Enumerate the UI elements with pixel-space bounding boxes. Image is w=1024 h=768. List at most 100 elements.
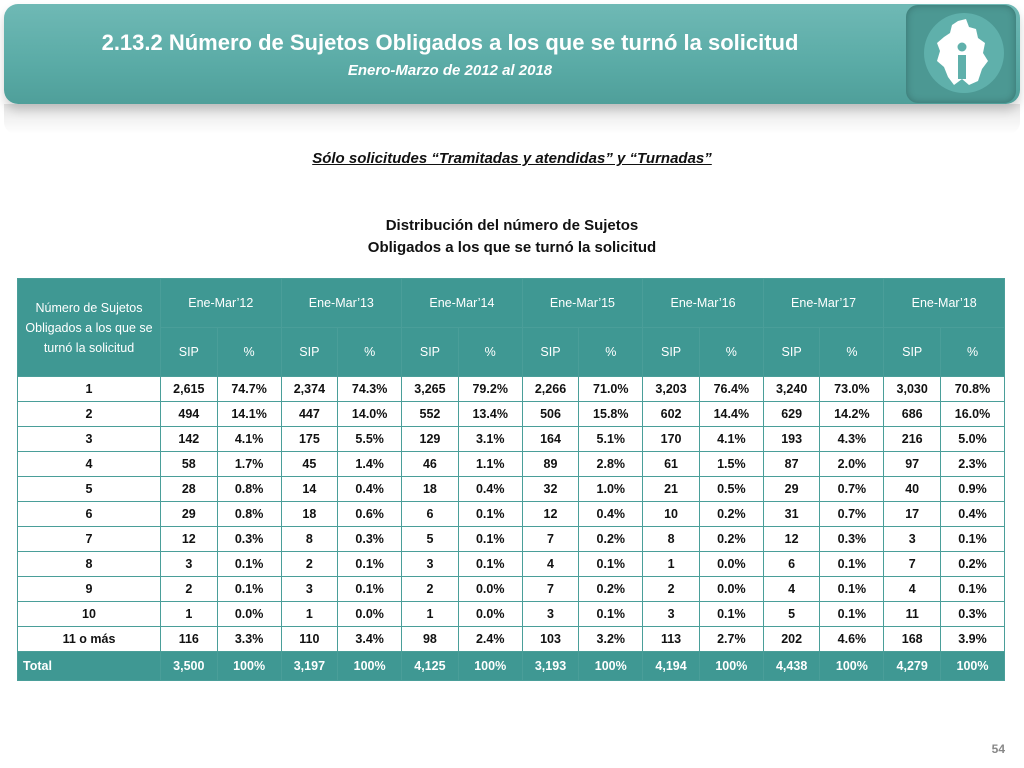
percent-cell: 2.8% (578, 451, 644, 477)
sip-count-cell: 2 (160, 576, 218, 602)
percent-cell: 79.2% (457, 376, 523, 402)
sip-count-cell: 7 (521, 526, 580, 552)
sip-count-cell: 3 (883, 526, 941, 552)
total-percent-cell: 100% (457, 651, 523, 681)
sip-subheader: SIP (762, 327, 821, 377)
row-label: 2 (17, 401, 161, 427)
sip-count-cell: 2 (642, 576, 700, 602)
sip-subheader: SIP (642, 327, 700, 377)
row-label: 7 (17, 526, 161, 552)
sip-count-cell: 175 (280, 426, 339, 452)
sip-subheader: SIP (883, 327, 941, 377)
percent-cell: 15.8% (578, 401, 644, 427)
percent-cell: 1.5% (698, 451, 764, 477)
sip-count-cell: 447 (280, 401, 339, 427)
total-sip-cell: 3,197 (280, 651, 339, 681)
sip-count-cell: 4 (883, 576, 941, 602)
percent-subheader: % (940, 327, 1005, 377)
sip-subheader: SIP (521, 327, 580, 377)
percent-cell: 1.7% (216, 451, 282, 477)
sip-subheader: SIP (401, 327, 459, 377)
table-row: 7 12 0.3% 8 0.3% 5 0.1% 7 0.2% 8 0.2% 12 0.3% 3 0.1% (17, 526, 1005, 552)
sip-count-cell: 46 (401, 451, 459, 477)
sip-count-cell: 6 (762, 551, 821, 577)
percent-cell: 1.0% (578, 476, 644, 502)
total-percent-cell: 100% (940, 651, 1005, 681)
percent-cell: 3.3% (216, 626, 282, 652)
percent-cell: 0.0% (337, 601, 403, 627)
table-row: 1 2,615 74.7% 2,374 74.3% 3,265 79.2% 2,266 71.0… (17, 376, 1005, 402)
caption-line-1: Distribución del número de Sujetos (385, 217, 639, 234)
total-row: Total 3,500 100% 3,197 100% 4,125 100% 3,193 100… (17, 651, 1005, 681)
percent-cell: 5.5% (337, 426, 403, 452)
sip-count-cell: 97 (883, 451, 941, 477)
percent-cell: 0.6% (337, 501, 403, 527)
percent-subheader: % (457, 327, 523, 377)
sip-count-cell: 29 (160, 501, 218, 527)
percent-cell: 0.0% (698, 551, 764, 577)
percent-cell: 0.2% (698, 501, 764, 527)
percent-cell: 13.4% (457, 401, 523, 427)
sip-count-cell: 28 (160, 476, 218, 502)
percent-cell: 14.1% (216, 401, 282, 427)
sip-count-cell: 98 (401, 626, 459, 652)
sip-count-cell: 5 (762, 601, 821, 627)
percent-cell: 5.0% (940, 426, 1005, 452)
period-header: Ene-Mar’13 (280, 278, 403, 328)
percent-cell: 5.1% (578, 426, 644, 452)
sip-count-cell: 29 (762, 476, 821, 502)
percent-cell: 0.2% (578, 526, 644, 552)
sip-count-cell: 21 (642, 476, 700, 502)
percent-cell: 0.1% (457, 501, 523, 527)
percent-cell: 0.7% (819, 501, 885, 527)
sip-count-cell: 1 (280, 601, 339, 627)
sip-count-cell: 3,265 (401, 376, 459, 402)
percent-cell: 74.7% (216, 376, 282, 402)
sip-count-cell: 40 (883, 476, 941, 502)
period-header: Ene-Mar’15 (521, 278, 644, 328)
page-number: 54 (991, 742, 1005, 756)
total-sip-cell: 4,125 (401, 651, 459, 681)
percent-cell: 0.1% (457, 526, 523, 552)
sip-subheader: SIP (160, 327, 218, 377)
percent-cell: 0.1% (940, 576, 1005, 602)
sip-count-cell: 193 (762, 426, 821, 452)
percent-cell: 14.2% (819, 401, 885, 427)
filter-note: Sólo solicitudes “Tramitadas y atendidas… (312, 150, 712, 167)
sip-count-cell: 629 (762, 401, 821, 427)
sip-count-cell: 216 (883, 426, 941, 452)
percent-cell: 4.1% (698, 426, 764, 452)
row-label: 1 (17, 376, 161, 402)
row-label: 4 (17, 451, 161, 477)
sip-count-cell: 1 (642, 551, 700, 577)
sip-count-cell: 2,615 (160, 376, 218, 402)
percent-subheader: % (578, 327, 644, 377)
sip-count-cell: 18 (280, 501, 339, 527)
sip-count-cell: 494 (160, 401, 218, 427)
total-sip-cell: 3,193 (521, 651, 580, 681)
percent-cell: 0.0% (457, 601, 523, 627)
sip-count-cell: 61 (642, 451, 700, 477)
table-row: 11 o más 116 3.3% 110 3.4% 98 2.4% 103 3.2% 113 2.… (17, 626, 1005, 652)
sip-count-cell: 170 (642, 426, 700, 452)
period-header: Ene-Mar’14 (401, 278, 523, 328)
percent-cell: 1.4% (337, 451, 403, 477)
page-title: 2.13.2 Número de Sujetos Obligados a los… (101, 30, 799, 55)
percent-cell: 1.1% (457, 451, 523, 477)
sip-count-cell: 686 (883, 401, 941, 427)
total-sip-cell: 3,500 (160, 651, 218, 681)
sip-count-cell: 2,266 (521, 376, 580, 402)
table-row: 6 29 0.8% 18 0.6% 6 0.1% 12 0.4% 10 0.2% 31 0.7% 17 0.… (17, 501, 1005, 527)
table-row: 8 3 0.1% 2 0.1% 3 0.1% 4 0.1% 1 0.0% 6 0.1% 7 0.2% (17, 551, 1005, 577)
percent-cell: 4.3% (819, 426, 885, 452)
percent-cell: 0.3% (337, 526, 403, 552)
row-label: 8 (17, 551, 161, 577)
total-percent-cell: 100% (216, 651, 282, 681)
percent-cell: 0.3% (819, 526, 885, 552)
sip-subheader: SIP (280, 327, 339, 377)
percent-cell: 14.0% (337, 401, 403, 427)
total-percent-cell: 100% (337, 651, 403, 681)
sip-count-cell: 103 (521, 626, 580, 652)
table-row: 4 58 1.7% 45 1.4% 46 1.1% 89 2.8% 61 1.5% 87 2.0% 97 2… (17, 451, 1005, 477)
sip-count-cell: 5 (401, 526, 459, 552)
